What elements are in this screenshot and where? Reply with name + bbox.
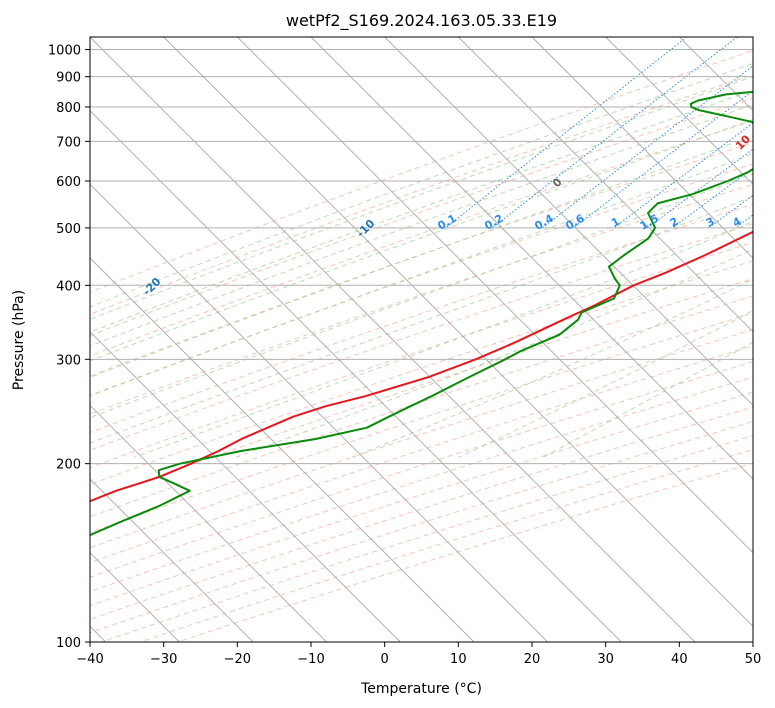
isotherm-line bbox=[384, 37, 753, 407]
isotherm-line bbox=[236, 37, 753, 554]
dry-adiabat-line bbox=[101, 435, 753, 642]
isotherm-line bbox=[90, 404, 328, 642]
moist-adiabat-line bbox=[235, 248, 753, 458]
moist-adiabat-line bbox=[90, 135, 753, 378]
mixing-ratio-label: 0.1 bbox=[435, 212, 458, 233]
dry-adiabat-line bbox=[90, 203, 753, 433]
dry-adiabat-line bbox=[90, 241, 753, 469]
isotherm-line bbox=[90, 330, 401, 642]
isotherm-line bbox=[531, 37, 753, 259]
x-tick-label: −30 bbox=[150, 652, 177, 667]
isotherm-line bbox=[310, 37, 753, 480]
y-tick-label: 500 bbox=[56, 222, 81, 237]
mixing-ratio-line bbox=[708, 194, 753, 229]
dry-adiabat-line bbox=[90, 183, 753, 415]
mixing-ratio-line bbox=[734, 214, 753, 229]
isotherm-line bbox=[457, 37, 753, 333]
background-lines bbox=[90, 37, 753, 642]
dry-adiabat-line bbox=[90, 345, 753, 564]
y-tick-label: 900 bbox=[56, 71, 81, 86]
y-tick-label: 800 bbox=[56, 101, 81, 116]
temperature-line bbox=[90, 230, 753, 503]
dry-adiabat-label: -10 bbox=[354, 217, 377, 240]
mixing-ratio-label: 0.2 bbox=[482, 212, 505, 233]
x-tick-label: 20 bbox=[524, 652, 541, 667]
y-tick-label: 700 bbox=[56, 135, 81, 150]
dry-adiabat-label: -20 bbox=[140, 275, 163, 298]
x-tick-label: −40 bbox=[76, 652, 103, 667]
moist-adiabat-line bbox=[90, 195, 753, 444]
dry-adiabat-line bbox=[90, 74, 753, 315]
x-tick-label: 30 bbox=[597, 652, 614, 667]
dry-adiabat-line bbox=[90, 295, 753, 518]
isotherm-line bbox=[90, 478, 254, 642]
grid-lines bbox=[90, 37, 753, 642]
isotherm-line bbox=[752, 37, 753, 38]
x-tick-label: 10 bbox=[450, 652, 467, 667]
profile-lines bbox=[90, 90, 753, 537]
isotherm-line bbox=[678, 37, 753, 112]
moist-adiabat-line bbox=[90, 118, 753, 362]
moist-adiabat-line bbox=[90, 63, 753, 308]
x-tick-label: −10 bbox=[297, 652, 324, 667]
mixing-ratio-label: 0.6 bbox=[563, 212, 587, 233]
isotherm-line bbox=[90, 37, 696, 642]
isotherm-line bbox=[90, 109, 622, 642]
dry-adiabat-line bbox=[90, 278, 753, 502]
dry-adiabat-line bbox=[90, 391, 753, 607]
y-tick-label: 300 bbox=[56, 353, 81, 368]
isotherm-line bbox=[163, 37, 753, 628]
moist-adiabat-line bbox=[90, 89, 753, 333]
dry-adiabat-line bbox=[90, 312, 753, 533]
dry-adiabat-line bbox=[90, 163, 753, 396]
plot-frame bbox=[89, 36, 754, 643]
isotherm-line bbox=[90, 257, 475, 642]
y-axis: 1000 900 800 700 600 500 400 300 200 100 bbox=[48, 44, 90, 651]
x-tick-label: 40 bbox=[671, 652, 688, 667]
dry-adiabat-line bbox=[90, 329, 753, 549]
mixing-ratio-line bbox=[613, 122, 753, 229]
moist-adiabat-line bbox=[90, 103, 753, 347]
moist-adiabat-line bbox=[90, 76, 753, 320]
moist-adiabat-line bbox=[90, 153, 753, 397]
dry-adiabat-line bbox=[90, 97, 753, 337]
y-axis-label: Pressure (hPa) bbox=[11, 290, 27, 390]
y-tick-label: 600 bbox=[56, 175, 81, 190]
dry-adiabat-line bbox=[90, 50, 753, 293]
y-tick-label: 200 bbox=[56, 458, 81, 473]
moist-adiabat-line bbox=[458, 309, 753, 458]
x-axis: −40 −30 −20 −10 0 10 20 30 40 50 bbox=[76, 642, 761, 667]
dry-adiabat-line bbox=[90, 142, 753, 377]
x-tick-label: 0 bbox=[381, 652, 389, 667]
dry-adiabat-line bbox=[90, 361, 753, 578]
dry-adiabat-line bbox=[90, 376, 753, 593]
isotherm-line bbox=[90, 183, 549, 642]
dry-adiabat-line bbox=[90, 120, 753, 357]
mixing-ratio-line bbox=[542, 65, 753, 229]
chart-title: wetPf2_S169.2024.163.05.33.E19 bbox=[286, 11, 557, 31]
dewpoint-line bbox=[90, 90, 753, 537]
mixing-ratio-line bbox=[672, 167, 753, 229]
dry-adiabat-label: 10 bbox=[733, 132, 753, 152]
isotherm-line bbox=[605, 37, 753, 186]
y-tick-label: 1000 bbox=[48, 44, 81, 59]
mixing-ratio-line bbox=[492, 37, 738, 229]
moist-adiabat-line bbox=[542, 341, 753, 458]
mixing-ratio-label: 1.5 bbox=[638, 212, 661, 233]
x-tick-label: −20 bbox=[224, 652, 251, 667]
x-tick-label: 50 bbox=[745, 652, 762, 667]
x-axis-label: Temperature (°C) bbox=[360, 681, 482, 697]
y-tick-label: 100 bbox=[56, 636, 81, 651]
dry-adiabat-line bbox=[90, 223, 753, 451]
dry-adiabat-line bbox=[90, 260, 753, 485]
mixing-ratio-line bbox=[445, 37, 688, 229]
moist-adiabat-line bbox=[90, 173, 753, 419]
moist-adiabat-line bbox=[351, 278, 753, 458]
y-tick-label: 400 bbox=[56, 279, 81, 294]
mixing-ratio-label: 0.4 bbox=[532, 212, 556, 233]
dry-adiabat-line bbox=[177, 462, 753, 642]
